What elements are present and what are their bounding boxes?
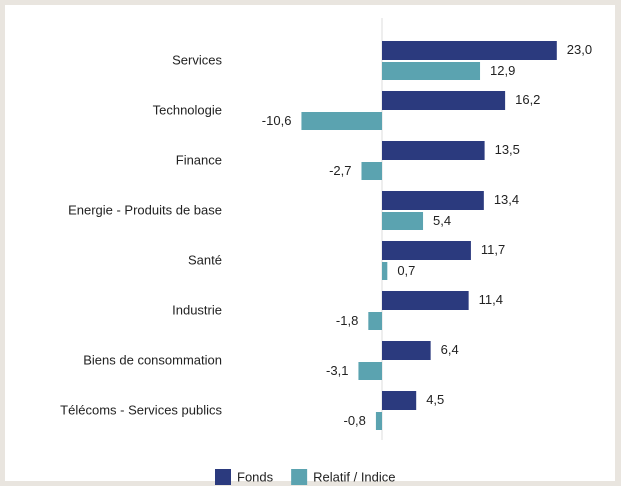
legend-label: Relatif / Indice <box>313 469 395 484</box>
value-label: 6,4 <box>441 342 459 357</box>
category-label: Energie - Produits de base <box>68 202 222 217</box>
bar <box>382 262 388 280</box>
legend-label: Fonds <box>237 469 274 484</box>
bar <box>382 291 469 310</box>
value-label: 0,7 <box>397 263 415 278</box>
category-label: Technologie <box>153 102 222 117</box>
bar <box>382 191 484 210</box>
bar <box>301 112 382 130</box>
category-label: Industrie <box>172 302 222 317</box>
bar <box>382 212 424 230</box>
category-label: Finance <box>176 152 222 167</box>
value-label: -0,8 <box>344 413 366 428</box>
bar <box>358 362 382 380</box>
bar <box>382 241 471 260</box>
bar <box>382 341 431 360</box>
value-label: 23,0 <box>567 42 592 57</box>
value-label: 16,2 <box>515 92 540 107</box>
value-label: 11,7 <box>481 242 505 257</box>
value-label: 12,9 <box>490 63 515 78</box>
category-label: Services <box>172 52 222 67</box>
bar <box>375 412 382 430</box>
value-label: -10,6 <box>262 113 292 128</box>
category-label: Biens de consommation <box>83 352 222 367</box>
value-label: -3,1 <box>326 363 348 378</box>
value-label: 4,5 <box>426 392 444 407</box>
value-label: 5,4 <box>433 213 451 228</box>
bar <box>361 162 382 180</box>
value-label: 11,4 <box>479 292 503 307</box>
value-label: -1,8 <box>336 313 358 328</box>
category-label: Santé <box>188 252 222 267</box>
value-label: -2,7 <box>329 163 351 178</box>
value-label: 13,5 <box>495 142 520 157</box>
bar <box>382 62 481 80</box>
legend-swatch <box>291 469 308 485</box>
category-label: Télécoms - Services publics <box>60 402 222 417</box>
legend-swatch <box>215 469 231 485</box>
bar <box>382 41 557 60</box>
bar <box>382 91 506 110</box>
bar <box>368 312 382 330</box>
bar <box>382 141 485 160</box>
value-label: 13,4 <box>494 192 519 207</box>
bar <box>382 391 417 410</box>
chart-panel <box>5 5 615 481</box>
